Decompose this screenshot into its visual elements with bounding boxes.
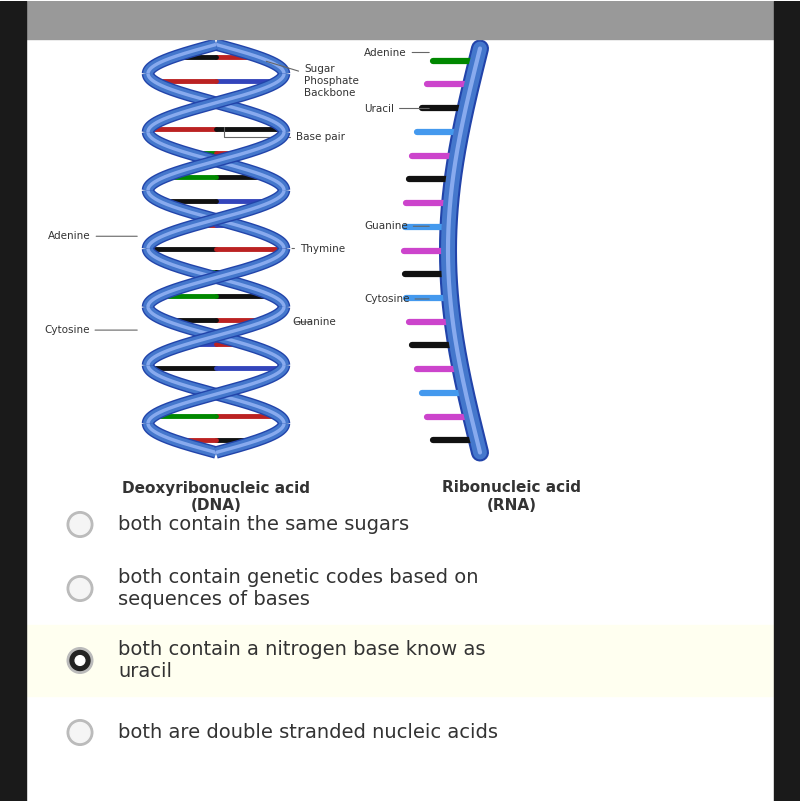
Text: Cytosine: Cytosine [364, 294, 430, 304]
Bar [0, 1, 26, 800]
Text: Sugar
Phosphate
Backbone: Sugar Phosphate Backbone [266, 62, 359, 98]
Text: Adenine: Adenine [48, 231, 138, 241]
Text: Guanine: Guanine [364, 221, 430, 231]
Text: Cytosine: Cytosine [44, 325, 138, 335]
Circle shape [67, 512, 93, 537]
Text: Ribonucleic acid
(RNA): Ribonucleic acid (RNA) [442, 481, 582, 513]
Circle shape [75, 656, 85, 666]
Text: Base pair: Base pair [224, 127, 345, 142]
Text: Guanine: Guanine [292, 317, 336, 327]
Circle shape [70, 650, 90, 670]
Circle shape [67, 648, 93, 674]
Text: both are double stranded nucleic acids: both are double stranded nucleic acids [118, 723, 498, 742]
Text: both contain a nitrogen base know as
uracil: both contain a nitrogen base know as ura… [118, 640, 486, 681]
Text: both contain genetic codes based on
sequences of bases: both contain genetic codes based on sequ… [118, 568, 479, 609]
Bar [0, 1, 800, 39]
Circle shape [70, 514, 90, 534]
Text: Deoxyribonucleic acid
(DNA): Deoxyribonucleic acid (DNA) [122, 481, 310, 513]
Circle shape [67, 576, 93, 602]
Circle shape [67, 720, 93, 745]
Bar [774, 1, 800, 800]
Bar [26, 626, 774, 696]
Text: Thymine: Thymine [292, 244, 345, 253]
Text: both contain the same sugars: both contain the same sugars [118, 515, 410, 534]
Circle shape [70, 578, 90, 598]
Text: Uracil: Uracil [364, 103, 430, 114]
Text: Adenine: Adenine [364, 47, 430, 58]
Circle shape [70, 723, 90, 743]
